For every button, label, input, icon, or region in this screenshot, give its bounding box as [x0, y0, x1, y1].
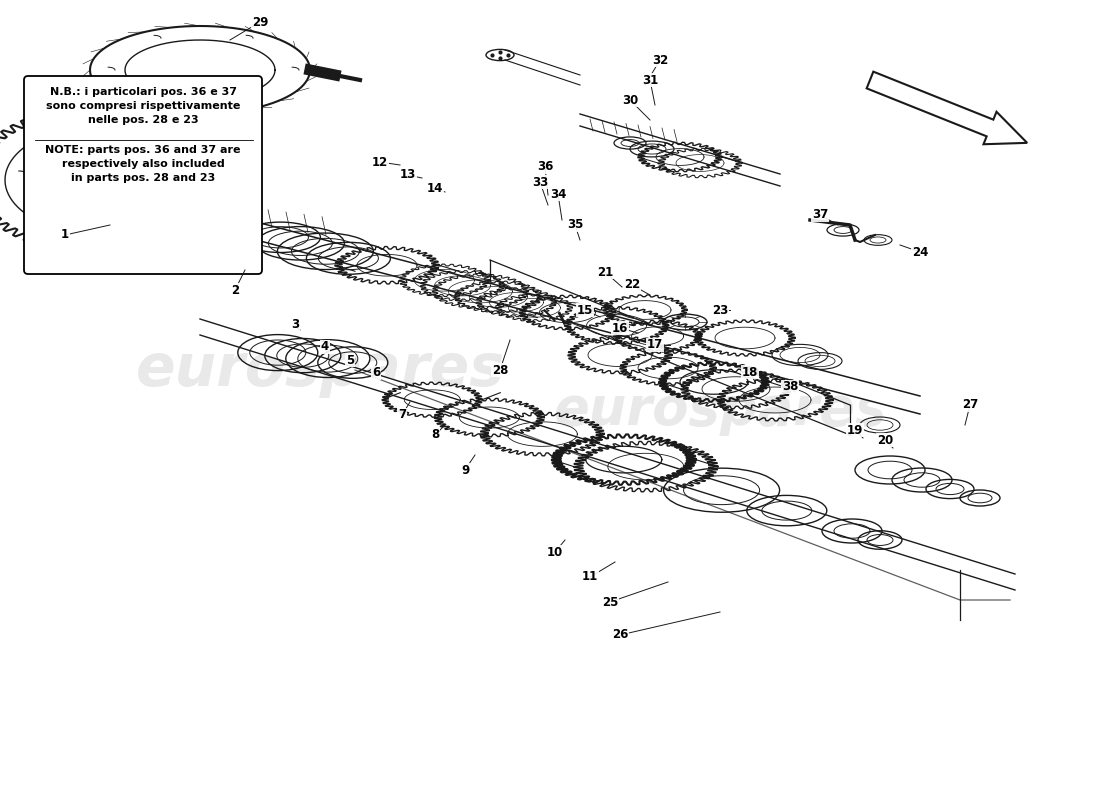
Text: 6: 6	[372, 366, 381, 379]
Text: 12: 12	[372, 155, 388, 169]
Text: 33: 33	[532, 175, 548, 189]
Text: 35: 35	[566, 218, 583, 231]
Text: 13: 13	[400, 169, 416, 182]
Text: 14: 14	[427, 182, 443, 194]
Text: 9: 9	[461, 463, 469, 477]
Text: 25: 25	[602, 595, 618, 609]
Text: 37: 37	[812, 209, 828, 222]
Text: 31: 31	[642, 74, 658, 86]
FancyBboxPatch shape	[24, 76, 262, 274]
Polygon shape	[580, 114, 780, 186]
Polygon shape	[0, 106, 230, 254]
Text: 29: 29	[252, 15, 268, 29]
Polygon shape	[104, 200, 175, 240]
Text: 3: 3	[290, 318, 299, 331]
Text: 4: 4	[321, 341, 329, 354]
Text: 1: 1	[60, 229, 69, 242]
Text: 27: 27	[961, 398, 978, 411]
Text: 26: 26	[612, 629, 628, 642]
FancyArrow shape	[867, 72, 1027, 144]
Text: N.B.: i particolari pos. 36 e 37
sono compresi rispettivamente
nelle pos. 28 e 2: N.B.: i particolari pos. 36 e 37 sono co…	[46, 87, 240, 125]
Text: 5: 5	[345, 354, 354, 366]
Text: 36: 36	[537, 161, 553, 174]
Text: 8: 8	[431, 429, 439, 442]
Text: 7: 7	[398, 409, 406, 422]
Text: 28: 28	[492, 363, 508, 377]
Text: 22: 22	[624, 278, 640, 291]
Text: eurospares: eurospares	[553, 384, 887, 436]
Text: 20: 20	[877, 434, 893, 446]
Polygon shape	[200, 319, 1015, 590]
Polygon shape	[90, 26, 310, 114]
Text: 2: 2	[231, 283, 239, 297]
Text: 16: 16	[612, 322, 628, 334]
Polygon shape	[100, 181, 920, 414]
Text: eurospares: eurospares	[135, 342, 505, 398]
Text: 23: 23	[712, 303, 728, 317]
Text: 17: 17	[647, 338, 663, 351]
Text: 21: 21	[597, 266, 613, 278]
Text: 18: 18	[741, 366, 758, 378]
Text: 10: 10	[547, 546, 563, 558]
Text: 11: 11	[582, 570, 598, 583]
Text: NOTE: parts pos. 36 and 37 are
respectively also included
in parts pos. 28 and 2: NOTE: parts pos. 36 and 37 are respectiv…	[45, 145, 241, 183]
Text: 34: 34	[550, 187, 566, 201]
Text: 38: 38	[782, 381, 799, 394]
Text: 24: 24	[912, 246, 928, 258]
Text: 19: 19	[847, 423, 864, 437]
Text: 32: 32	[652, 54, 668, 66]
Text: 30: 30	[621, 94, 638, 106]
Text: 15: 15	[576, 303, 593, 317]
